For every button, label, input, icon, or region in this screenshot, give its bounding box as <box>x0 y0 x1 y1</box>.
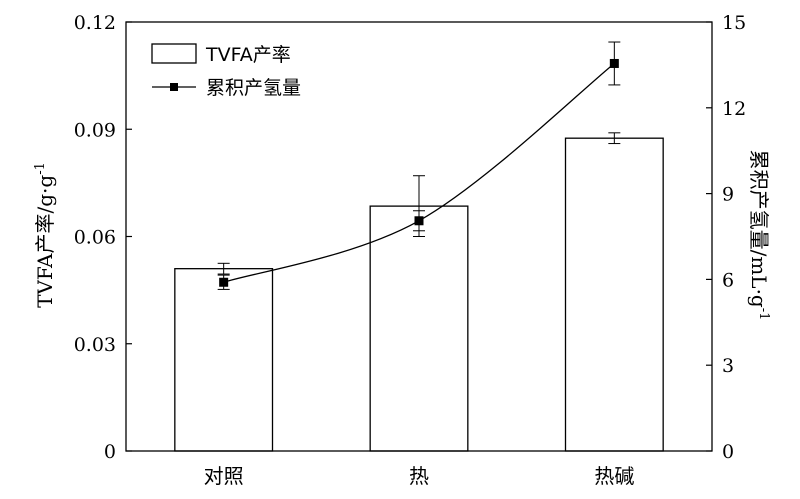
y-tick-label-left-0: 0 <box>104 441 116 463</box>
bar-0 <box>174 268 274 452</box>
legend-marker-icon <box>170 83 178 91</box>
y-tick-label-right-2: 6 <box>722 269 734 291</box>
y-tick-label-right-3: 9 <box>722 184 734 206</box>
y-tick-label-left-2: 0.06 <box>74 227 116 249</box>
bar-2 <box>564 137 664 452</box>
y-axis-title-right: 累积产氢量/mL·g-1 <box>747 150 771 321</box>
x-category-label-0: 对照 <box>204 464 244 488</box>
y-tick-label-left-4: 0.12 <box>74 12 116 34</box>
bar-1 <box>369 205 469 452</box>
y-tick-label-right-0: 0 <box>722 441 734 463</box>
line-point-0 <box>219 277 229 287</box>
y-tick-label-right-5: 15 <box>722 12 746 34</box>
line-point-2 <box>609 58 619 68</box>
legend-label-tvfa: TVFA产率 <box>205 44 291 66</box>
y-tick-label-left-1: 0.03 <box>74 334 116 356</box>
y-tick-label-left-3: 0.09 <box>74 119 116 141</box>
y-tick-label-right-1: 3 <box>722 355 734 377</box>
legend-bar-swatch <box>151 43 197 64</box>
axes: 0 0.03 0.06 0.09 0.12 0 3 6 9 12 15 对照 热 热碱 <box>74 12 747 488</box>
x-category-label-1: 热 <box>409 464 429 488</box>
legend: TVFA产率 累积产氢量 <box>151 43 301 99</box>
plot-area <box>174 41 664 452</box>
y-axis-title-left: TVFA产率/g·g-1 <box>33 162 57 308</box>
line-point-1 <box>414 216 424 226</box>
x-category-label-2: 热碱 <box>594 464 634 488</box>
legend-label-hydrogen: 累积产氢量 <box>206 77 301 99</box>
y-tick-label-right-4: 12 <box>722 98 746 120</box>
